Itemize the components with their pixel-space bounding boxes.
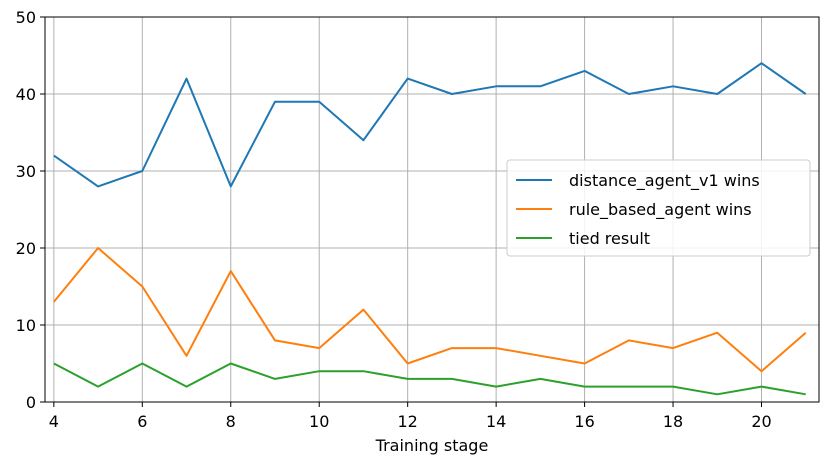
x-tick-label: 20 [751, 412, 771, 431]
x-tick-label: 12 [397, 412, 417, 431]
ticks: 4 6 8 10 12 14 16 18 20 0 10 20 30 40 50 [16, 8, 772, 431]
x-tick-label: 10 [309, 412, 329, 431]
y-tick-label: 20 [16, 239, 36, 258]
y-tick-label: 0 [26, 393, 36, 412]
y-tick-label: 10 [16, 316, 36, 335]
legend-label-1: rule_based_agent wins [569, 200, 752, 220]
y-tick-label: 40 [16, 85, 36, 104]
series-line-0 [53, 62, 807, 188]
x-axis-title: Training stage [375, 436, 489, 455]
legend-label-0: distance_agent_v1 wins [569, 171, 760, 191]
legend: distance_agent_v1 wins rule_based_agent w… [506, 159, 811, 257]
x-tick-label: 4 [49, 412, 59, 431]
plot-frame [44, 16, 820, 403]
y-tick-label: 30 [16, 162, 36, 181]
legend-label-2: tied result [569, 229, 650, 248]
x-tick-label: 16 [574, 412, 594, 431]
x-tick-label: 14 [486, 412, 506, 431]
x-tick-label: 6 [137, 412, 147, 431]
legend-box [506, 159, 811, 257]
x-tick-label: 8 [226, 412, 236, 431]
x-tick-label: 18 [663, 412, 683, 431]
series-line-2 [53, 362, 806, 396]
series-lines [53, 62, 807, 396]
series-line-1 [53, 247, 807, 373]
y-tick-label: 50 [16, 8, 36, 27]
